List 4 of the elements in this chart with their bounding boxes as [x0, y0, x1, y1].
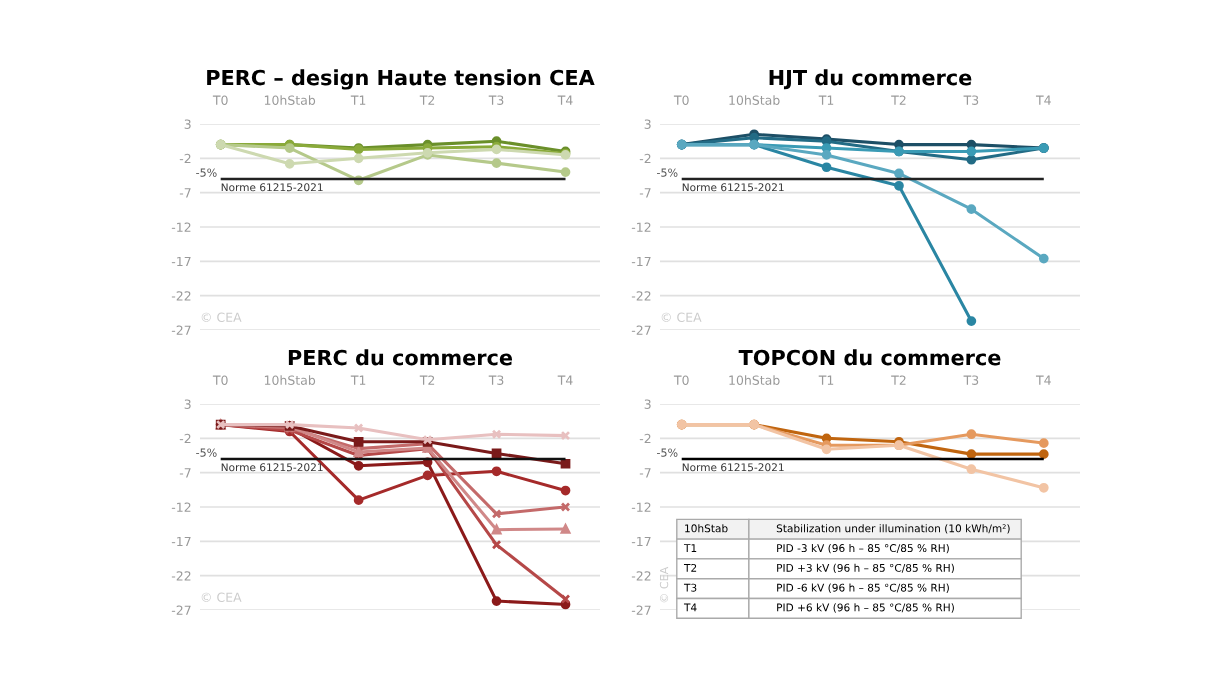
chart-title: TOPCON du commerce	[738, 349, 1001, 366]
chart-title: PERC du commerce	[288, 349, 513, 366]
chart-title: PERC – design Haute tension CEA	[207, 69, 595, 90]
chart-title: HJT du commerce	[769, 69, 972, 90]
